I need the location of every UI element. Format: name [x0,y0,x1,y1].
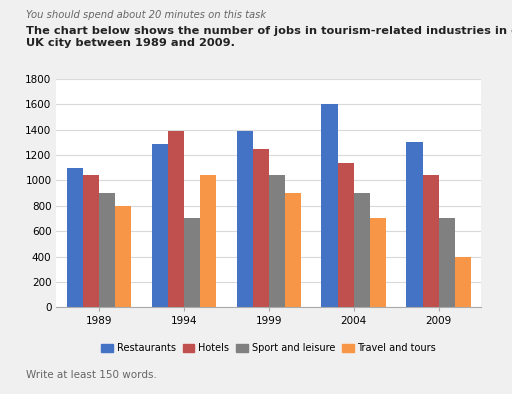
Bar [115,206,131,307]
Bar [167,131,184,307]
Text: The chart below shows the number of jobs in tourism-related industries in one
UK: The chart below shows the number of jobs… [26,26,512,48]
Bar [322,104,337,307]
Bar [200,175,216,307]
Bar [184,218,200,307]
Bar [337,163,354,307]
Bar [455,256,471,307]
Bar [152,143,167,307]
Bar [269,175,285,307]
Bar [422,175,439,307]
Bar [99,193,115,307]
Bar [439,218,455,307]
Text: Write at least 150 words.: Write at least 150 words. [26,370,157,380]
Bar [285,193,301,307]
Bar [67,168,82,307]
Bar [370,218,386,307]
Bar [252,149,269,307]
Bar [407,142,422,307]
Text: You should spend about 20 minutes on this task: You should spend about 20 minutes on thi… [26,10,266,20]
Bar [354,193,370,307]
Bar [82,175,99,307]
Bar [237,131,252,307]
Legend: Restaurants, Hotels, Sport and leisure, Travel and tours: Restaurants, Hotels, Sport and leisure, … [97,340,440,357]
